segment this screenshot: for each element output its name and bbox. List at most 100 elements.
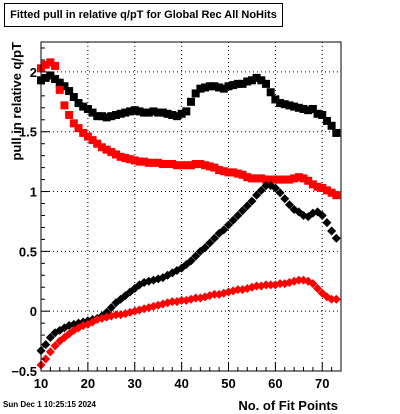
data-point-square [243,173,252,182]
data-point-square [304,176,313,185]
data-point-square [46,58,55,67]
data-point-square [191,160,200,169]
data-point-square [144,158,153,167]
data-point-diamond [327,226,337,236]
data-point-square [201,83,210,92]
data-point-square [154,158,163,167]
data-point-square [327,121,336,130]
data-point-diamond [233,210,243,220]
data-point-square [93,139,102,148]
data-point-square [219,167,228,176]
data-point-square [121,108,130,117]
data-point-square [196,160,205,169]
data-point-square [140,157,149,166]
data-point-diamond [177,295,187,305]
data-point-diamond [111,310,121,320]
data-point-diamond [233,285,243,295]
data-point-square [327,188,336,197]
data-point-diamond [270,183,280,193]
data-point-square [262,79,270,88]
data-point-square [229,81,238,90]
data-point-diamond [252,190,262,200]
data-point-square [322,186,331,195]
data-point-diamond [331,233,341,243]
data-point-square [229,168,238,177]
data-point-square [177,161,186,170]
y-tick-label: 2 [30,65,37,80]
data-point-square [318,183,327,192]
x-tick-label: 10 [34,376,48,391]
data-point-diamond [45,347,55,357]
data-point-square [280,175,289,184]
data-point-square [135,107,144,116]
data-point-square [83,132,92,141]
y-tick-label: 0.5 [19,244,37,259]
data-point-square [112,150,120,159]
y-axis-label: pull in relative q/pT [9,42,24,161]
data-point-square [102,145,111,154]
data-point-diamond [106,303,116,313]
data-point-diamond [209,289,219,299]
data-point-square [149,107,158,116]
x-tick-label: 40 [174,376,188,391]
data-point-diamond [261,280,271,290]
data-point-square [97,112,106,121]
data-point-square [41,73,50,82]
data-point-square [163,160,172,169]
data-point-square [130,106,139,115]
x-axis-label: No. of Fit Points [238,398,338,413]
data-point-square [313,182,322,191]
x-tick-label: 30 [128,376,142,391]
data-point-square [290,174,299,183]
data-point-diamond [317,210,327,220]
data-point-square [51,61,60,70]
data-point-square [74,124,83,133]
data-point-square [276,175,285,184]
data-point-diamond [275,279,285,289]
data-point-square [271,95,280,104]
data-point-square [224,82,233,91]
data-point-square [215,83,224,92]
data-point-square [79,128,88,137]
data-point-square [276,99,285,108]
data-point-square [182,161,191,170]
data-point-square [168,110,177,119]
data-point-diamond [167,297,177,307]
data-point-square [126,155,135,164]
data-point-diamond [261,181,271,191]
data-point-diamond [322,218,332,228]
data-point-square [60,101,69,110]
data-point-square [210,163,219,172]
data-point-square [247,76,256,85]
data-point-square [205,162,214,171]
data-point-square [116,109,125,118]
data-point-square [243,77,252,86]
data-point-square [107,112,116,121]
data-point-square [210,82,219,91]
data-point-diamond [331,294,341,304]
axes: 10 20 30 40 50 60 70 −0.5 0 0.5 1 1.5 2 [11,41,342,391]
data-point-square [69,119,78,128]
data-point-diamond [219,225,229,235]
data-point-diamond [256,185,266,195]
data-point-square [55,78,64,87]
data-point-diamond [41,354,51,364]
data-point-square [266,175,275,184]
data-point-square [88,108,97,117]
data-point-diamond [294,275,304,285]
data-point-diamond [252,281,262,291]
data-point-diamond [275,188,285,198]
data-point-square [238,79,247,88]
data-point-square [74,99,83,108]
data-point-square [285,175,294,184]
data-point-diamond [242,201,252,211]
data-point-square [285,101,294,110]
data-point-square [60,82,69,91]
data-point-square [238,170,247,179]
data-point-diamond [284,200,294,210]
data-point-square [65,87,74,96]
y-tick-label: 1 [30,185,37,200]
data-point-diamond [327,294,337,304]
data-point-diamond [228,215,238,225]
